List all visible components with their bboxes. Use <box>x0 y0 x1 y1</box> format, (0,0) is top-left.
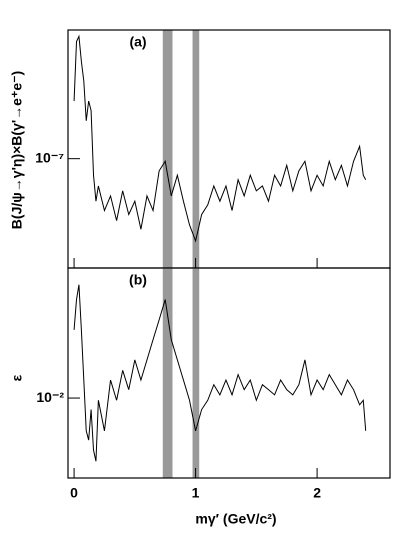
x-tick-label: 2 <box>313 485 321 501</box>
y-tick-label: 10⁻² <box>36 389 64 405</box>
shaded-band <box>192 268 200 478</box>
x-axis-label: mγ′ (GeV/c²) <box>195 511 276 527</box>
x-tick-label: 0 <box>70 485 78 501</box>
data-line <box>73 284 367 462</box>
x-tick-label: 1 <box>192 485 200 501</box>
y-tick-label: 10⁻⁷ <box>35 149 64 165</box>
data-line <box>73 34 367 243</box>
shaded-band <box>162 30 173 268</box>
plot-frame <box>67 267 391 479</box>
panel-label: (b) <box>129 272 147 288</box>
y-axis-label: B(J/ψ→γ'η)×B(γ'→e⁺e⁻) <box>9 71 25 229</box>
y-axis-label: ε <box>9 374 25 381</box>
shaded-band <box>192 30 200 268</box>
panel-label: (a) <box>129 34 146 50</box>
shaded-band <box>162 268 173 478</box>
plot-frame <box>67 29 391 269</box>
